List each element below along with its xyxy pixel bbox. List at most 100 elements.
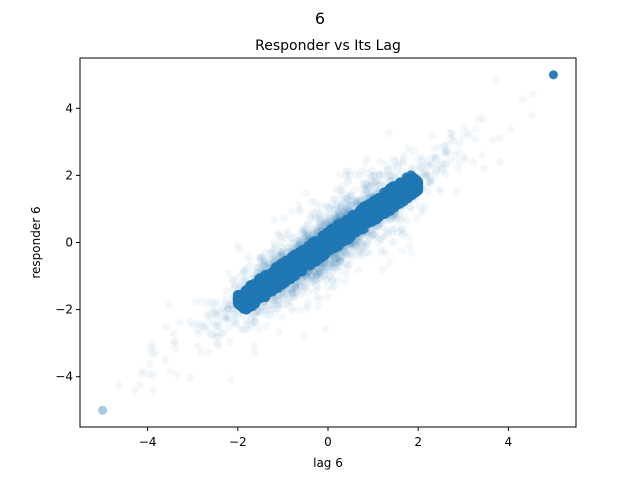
scatter-point: [518, 95, 527, 104]
scatter-point: [375, 171, 384, 180]
scatter-point: [267, 249, 276, 258]
scatter-point: [441, 160, 450, 169]
scatter-point: [260, 303, 269, 312]
scatter-point: [442, 141, 451, 150]
scatter-point: [345, 171, 354, 180]
scatter-point: [369, 179, 378, 188]
scatter-point: [328, 268, 337, 277]
scatter-point: [363, 186, 372, 195]
scatter-point: [366, 232, 375, 241]
scatter-point: [367, 180, 376, 189]
scatter-point: [427, 159, 436, 168]
scatter-point: [337, 267, 346, 276]
scatter-point: [368, 166, 377, 175]
scatter-point: [338, 197, 347, 206]
scatter-point: [291, 288, 300, 297]
scatter-point: [386, 215, 395, 224]
scatter-point: [206, 329, 215, 338]
scatter-point: [295, 206, 304, 215]
scatter-point: [357, 248, 366, 257]
scatter-point: [274, 230, 283, 239]
scatter-point: [319, 266, 328, 275]
scatter-point: [312, 272, 321, 281]
scatter-point: [331, 252, 340, 261]
highlighted-point: [98, 405, 108, 415]
scatter-point: [342, 205, 351, 214]
scatter-point: [372, 185, 381, 194]
scatter-point: [404, 232, 413, 241]
scatter-point: [340, 198, 349, 207]
scatter-point: [308, 273, 317, 282]
scatter-point: [451, 152, 460, 161]
scatter-point: [333, 200, 342, 209]
scatter-point: [147, 341, 156, 350]
scatter-point: [360, 193, 369, 202]
scatter-point: [330, 254, 339, 263]
scatter-point: [413, 156, 422, 165]
scatter-point: [275, 294, 284, 303]
scatter-point: [225, 337, 234, 346]
scatter-point: [362, 240, 371, 249]
scatter-point: [330, 282, 339, 291]
scatter-point: [268, 300, 277, 309]
x-tick-label: 2: [414, 435, 422, 449]
scatter-point: [323, 203, 332, 212]
scatter-point: [295, 231, 304, 240]
scatter-point: [236, 245, 245, 254]
scatter-point: [322, 217, 331, 226]
scatter-point: [312, 275, 321, 284]
scatter-point: [391, 224, 400, 233]
scatter-point: [303, 230, 312, 239]
scatter-point: [244, 320, 253, 329]
scatter-point: [224, 304, 233, 313]
scatter-point: [270, 216, 279, 225]
scatter-point: [275, 228, 284, 237]
scatter-point: [217, 329, 226, 338]
scatter-point: [170, 338, 179, 347]
scatter-point: [147, 344, 156, 353]
scatter-point: [373, 238, 382, 247]
scatter-point: [354, 265, 363, 274]
scatter-point: [335, 257, 344, 266]
scatter-point: [277, 291, 286, 300]
scatter-point: [361, 159, 370, 168]
scatter-point: [391, 212, 400, 221]
scatter-point: [301, 251, 312, 262]
scatter-point: [277, 243, 286, 252]
scatter-point: [303, 273, 312, 282]
scatter-point: [279, 300, 288, 309]
scatter-point: [321, 324, 330, 333]
scatter-point: [340, 247, 349, 256]
scatter-point: [317, 268, 326, 277]
scatter-point: [315, 218, 324, 227]
scatter-point: [374, 181, 383, 190]
scatter-point: [527, 111, 536, 120]
scatter-point: [194, 319, 203, 328]
scatter-point: [367, 178, 376, 187]
scatter-point: [352, 196, 361, 205]
scatter-point: [399, 152, 408, 161]
scatter-point: [440, 141, 449, 150]
scatter-point: [265, 304, 274, 313]
scatter-point: [383, 230, 392, 239]
scatter-point: [291, 281, 300, 290]
scatter-point: [287, 285, 296, 294]
scatter-point: [197, 348, 206, 357]
scatter-point: [452, 187, 461, 196]
scatter-point: [238, 269, 247, 278]
scatter-point: [279, 293, 288, 302]
scatter-point: [395, 210, 404, 219]
scatter-point: [266, 277, 277, 288]
scatter-point: [276, 261, 287, 272]
scatter-point: [197, 321, 206, 330]
scatter-point: [327, 258, 336, 267]
scatter-point: [337, 204, 346, 213]
scatter-point: [379, 191, 390, 202]
scatter-point: [239, 326, 248, 335]
scatter-point: [329, 257, 338, 266]
scatter-point: [285, 289, 294, 298]
scatter-point: [299, 224, 308, 233]
scatter-point: [366, 227, 375, 236]
scatter-point: [337, 200, 346, 209]
scatter-point: [303, 302, 312, 311]
